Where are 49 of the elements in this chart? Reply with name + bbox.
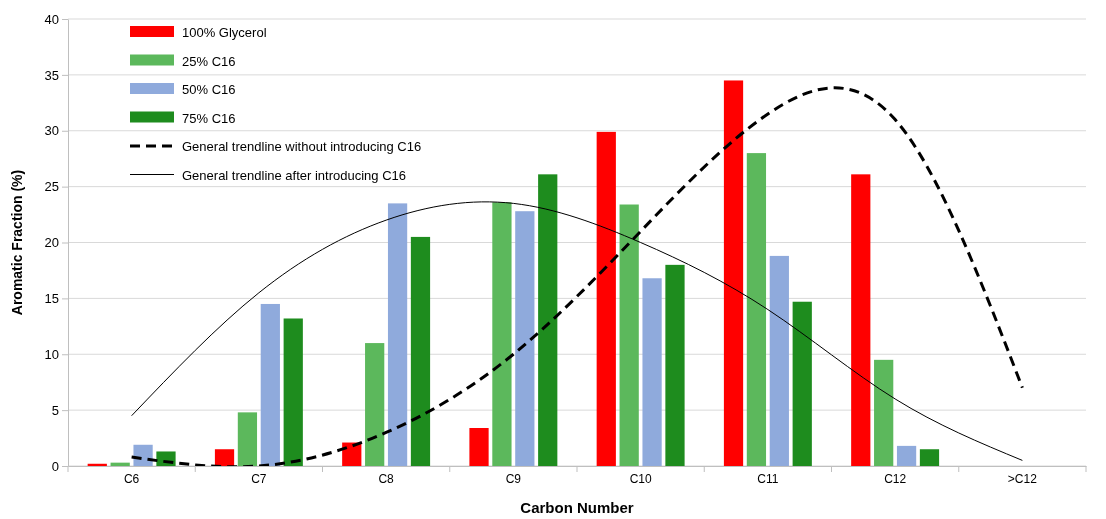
y-axis-title: Aromatic Fraction (%) bbox=[9, 169, 25, 316]
y-tick-label: 20 bbox=[44, 235, 59, 251]
x-tick-label: C11 bbox=[757, 472, 779, 487]
bar bbox=[665, 264, 685, 466]
bar bbox=[469, 428, 489, 466]
legend-label: 50% C16 bbox=[182, 82, 236, 97]
y-tick-label: 15 bbox=[44, 291, 59, 307]
bar bbox=[515, 211, 535, 466]
bar bbox=[919, 449, 940, 466]
legend-label: 25% C16 bbox=[182, 53, 236, 69]
y-tick-label: 25 bbox=[44, 179, 59, 195]
bar bbox=[896, 445, 917, 466]
bar bbox=[365, 343, 385, 466]
bar bbox=[642, 278, 662, 466]
x-tick-label: C6 bbox=[123, 472, 140, 487]
x-tick-label: C8 bbox=[378, 472, 395, 487]
bar bbox=[596, 131, 616, 466]
x-tick-label: C12 bbox=[884, 472, 907, 487]
y-tick-label: 30 bbox=[44, 123, 59, 139]
bar bbox=[260, 303, 280, 466]
bar bbox=[283, 318, 303, 466]
bar bbox=[792, 301, 812, 466]
legend-label: 100% Glycerol bbox=[182, 25, 267, 40]
bar bbox=[492, 202, 512, 466]
bar bbox=[237, 412, 258, 466]
bar bbox=[874, 359, 894, 466]
bar bbox=[723, 80, 744, 466]
bar bbox=[387, 203, 408, 466]
legend-label: General trendline after introducing C16 bbox=[182, 167, 407, 183]
bar bbox=[410, 236, 431, 466]
legend-label: 75% C16 bbox=[182, 110, 236, 126]
y-tick-label: 40 bbox=[44, 11, 59, 27]
bar bbox=[538, 174, 558, 466]
y-tick-label: 5 bbox=[51, 402, 59, 418]
x-tick-label: >C12 bbox=[1007, 472, 1038, 487]
x-axis-title: Carbon Number bbox=[520, 499, 634, 516]
legend-label: General trendline without introducing C16 bbox=[182, 139, 422, 154]
bar bbox=[746, 153, 767, 466]
bar bbox=[214, 449, 235, 466]
bar bbox=[133, 444, 153, 466]
x-tick-label: C9 bbox=[505, 472, 522, 487]
bar bbox=[619, 204, 639, 466]
bar bbox=[769, 255, 789, 466]
y-tick-label: 35 bbox=[44, 67, 59, 83]
y-tick-label: 0 bbox=[51, 458, 59, 474]
y-tick-label: 10 bbox=[44, 346, 59, 362]
bar bbox=[851, 174, 871, 466]
x-tick-label: C7 bbox=[251, 472, 267, 487]
x-tick-label: C10 bbox=[629, 472, 652, 487]
